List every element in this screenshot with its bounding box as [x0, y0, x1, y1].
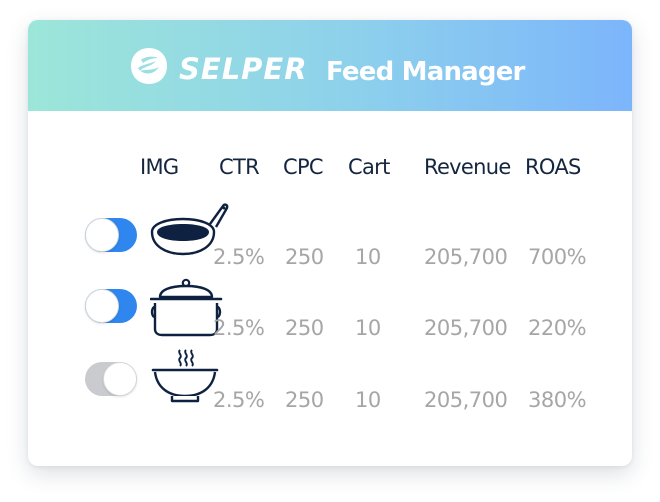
cart-value: 10	[355, 316, 381, 340]
column-header-revenue: Revenue	[424, 155, 511, 179]
column-header-img: IMG	[140, 155, 179, 179]
revenue-value: 205,700	[424, 388, 508, 412]
roas-value: 220%	[528, 316, 587, 340]
steaming-bowl-icon	[151, 349, 219, 403]
ctr-value: 2.5%	[213, 316, 265, 340]
ctr-value: 2.5%	[213, 245, 265, 269]
column-header-ctr: CTR	[219, 155, 260, 179]
selper-logo-text: SELPER	[179, 52, 308, 86]
page-title: Feed Manager	[326, 57, 525, 87]
roas-value: 700%	[528, 245, 587, 269]
toggle-knob	[85, 289, 119, 323]
column-header-cpc: CPC	[283, 155, 324, 179]
toggle-knob	[103, 362, 137, 396]
row-toggle-switch[interactable]	[85, 218, 137, 252]
column-header-roas: ROAS	[525, 155, 581, 179]
selper-logo-icon	[131, 48, 167, 84]
feed-manager-card: SELPER Feed Manager IMG CTR CPC Cart Rev…	[28, 20, 632, 466]
revenue-value: 205,700	[424, 245, 508, 269]
cpc-value: 250	[285, 388, 324, 412]
cart-value: 10	[355, 388, 381, 412]
row-toggle-switch[interactable]	[85, 362, 137, 396]
row-toggle-switch[interactable]	[85, 289, 137, 323]
column-header-cart: Cart	[348, 155, 390, 179]
card-header: SELPER Feed Manager	[28, 20, 632, 111]
toggle-knob	[85, 218, 119, 252]
roas-value: 380%	[528, 388, 587, 412]
revenue-value: 205,700	[424, 316, 508, 340]
cart-value: 10	[355, 245, 381, 269]
cpc-value: 250	[285, 316, 324, 340]
ctr-value: 2.5%	[213, 388, 265, 412]
cpc-value: 250	[285, 245, 324, 269]
cooking-pot-icon	[150, 278, 223, 337]
frying-pan-icon	[150, 203, 229, 256]
